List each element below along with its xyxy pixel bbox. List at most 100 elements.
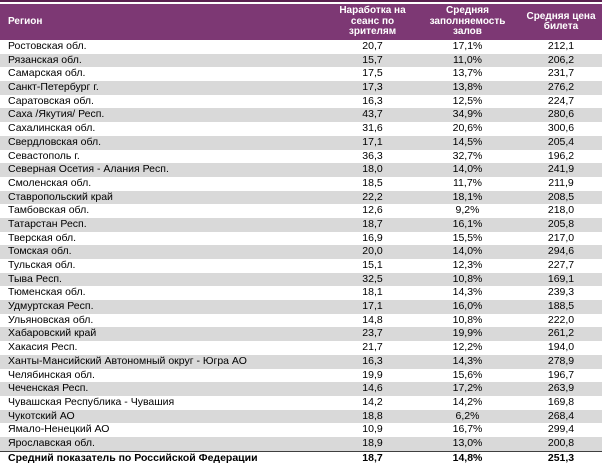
value-cell: 17,2% — [452, 382, 483, 395]
value-cell: 20,6% — [452, 122, 483, 135]
value-cell: 18,1% — [452, 190, 483, 203]
value-cell: 15,5% — [452, 231, 483, 244]
region-cell: Смоленская обл. — [8, 176, 92, 189]
value-cell: 211,9 — [548, 176, 574, 189]
value-cell: 196,7 — [547, 368, 575, 381]
value-cell: 19,9% — [452, 327, 483, 340]
region-cell: Северная Осетия - Алания Респ. — [8, 163, 169, 176]
value-cell: 36,3 — [362, 149, 383, 162]
value-cell: 10,8% — [452, 313, 483, 326]
value-cell: 10,9 — [362, 423, 383, 436]
value-cell: 18,5 — [362, 176, 383, 189]
value-cell: 14,5% — [452, 135, 483, 148]
value-cell: 300,6 — [547, 122, 575, 135]
region-cell: Ульяновская обл. — [8, 313, 94, 326]
table-row: Хакасия Респ. 21,7 12,2% 194,0 — [0, 341, 602, 355]
value-cell: 16,0% — [452, 300, 483, 313]
column-header-viewers-per-session: Наработка на сеанс по зрителям — [339, 5, 406, 38]
value-cell: 241,9 — [547, 163, 575, 176]
value-cell: 32,7% — [452, 149, 483, 162]
table-row: Татарстан Респ. 18,7 16,1% 205,8 — [0, 217, 602, 232]
value-cell: 194,0 — [547, 341, 575, 354]
value-cell: 18,0 — [362, 163, 383, 176]
value-cell: 17,1 — [362, 300, 383, 313]
value-cell: 188,5 — [547, 300, 575, 313]
value-cell: 12,6 — [362, 204, 383, 217]
value-cell: 10,8% — [452, 272, 483, 285]
region-cell: Удмуртская Респ. — [8, 300, 94, 313]
value-cell: 169,8 — [547, 395, 575, 408]
region-cell: Хабаровский край — [8, 327, 97, 340]
table-row: Ямало-Ненецкий АО 10,9 16,7% 299,4 — [0, 423, 602, 437]
region-cell: Ярославская обл. — [8, 436, 95, 449]
table-body: Ростовская обл. 20,7 17,1% 212,1 Рязанская о… — [0, 40, 602, 451]
table-row: Саратовская обл. 16,3 12,5% 224,7 — [0, 95, 602, 109]
value-cell: 32,5 — [362, 272, 383, 285]
summary-average-ticket-price: 251,3 — [547, 451, 575, 464]
region-cell: Чеченская Респ. — [8, 382, 89, 395]
value-cell: 22,2 — [362, 190, 383, 203]
value-cell: 18,8 — [362, 409, 383, 422]
table-row: Чувашская Республика - Чувашия 14,2 14,2% 1… — [0, 396, 602, 410]
table-row: Санкт-Петербург г. 17,3 13,8% 276,2 — [0, 81, 602, 95]
region-cell: Рязанская обл. — [8, 53, 82, 66]
value-cell: 268,4 — [547, 409, 575, 422]
value-cell: 200,8 — [547, 436, 575, 449]
value-cell: 13,8% — [452, 81, 483, 94]
table-row: Тверская обл. 16,9 15,5% 217,0 — [0, 232, 602, 246]
value-cell: 196,2 — [547, 149, 575, 162]
value-cell: 276,2 — [547, 81, 575, 94]
value-cell: 11,7% — [453, 176, 482, 189]
region-cell: Ставропольский край — [8, 190, 113, 203]
value-cell: 11,0% — [453, 53, 482, 66]
value-cell: 18,1 — [362, 286, 383, 299]
value-cell: 294,6 — [547, 245, 575, 258]
value-cell: 212,1 — [547, 40, 575, 52]
value-cell: 14,0% — [452, 245, 483, 258]
value-cell: 227,7 — [547, 259, 575, 271]
region-cell: Чувашская Республика - Чувашия — [8, 395, 175, 408]
region-cell: Ростовская обл. — [8, 40, 87, 52]
value-cell: 278,9 — [547, 354, 575, 367]
table-row: Тульская обл. 15,1 12,3% 227,7 — [0, 259, 602, 273]
value-cell: 14,3% — [452, 354, 483, 367]
value-cell: 231,7 — [547, 67, 575, 80]
summary-row: Средний показатель по Российской Федерац… — [0, 450, 602, 465]
value-cell: 13,0% — [452, 436, 483, 449]
value-cell: 14,3% — [452, 286, 483, 299]
region-cell: Свердловская обл. — [8, 135, 102, 148]
region-cell: Сахалинская обл. — [8, 122, 96, 135]
value-cell: 18,9 — [362, 436, 383, 449]
table-row: Ярославская обл. 18,9 13,0% 200,8 — [0, 436, 602, 451]
table-row: Тыва Респ. 32,5 10,8% 169,1 — [0, 272, 602, 287]
table-row: Чукотский АО 18,8 6,2% 268,4 — [0, 409, 602, 424]
table-row: Тюменская обл. 18,1 14,3% 239,3 — [0, 286, 602, 300]
value-cell: 16,3 — [362, 354, 383, 367]
region-cell: Саратовская обл. — [8, 94, 94, 107]
region-cell: Томская обл. — [8, 245, 72, 258]
region-cell: Самарская обл. — [8, 67, 86, 80]
value-cell: 14,2 — [362, 395, 383, 408]
table-row: Ставропольский край 22,2 18,1% 208,5 — [0, 190, 602, 205]
value-cell: 205,8 — [547, 217, 575, 230]
value-cell: 13,7% — [452, 67, 483, 80]
region-cell: Тульская обл. — [8, 259, 76, 271]
value-cell: 222,0 — [547, 313, 575, 326]
value-cell: 299,4 — [547, 423, 575, 436]
summary-average-hall-occupancy: 14,8% — [452, 451, 483, 464]
value-cell: 43,7 — [362, 108, 383, 121]
value-cell: 23,7 — [362, 327, 383, 340]
region-cell: Тверская обл. — [8, 231, 77, 244]
column-header-region: Регион — [8, 15, 43, 27]
value-cell: 15,6% — [452, 368, 483, 381]
value-cell: 263,9 — [547, 382, 575, 395]
value-cell: 239,3 — [547, 286, 575, 299]
table-top-accent-line — [0, 0, 602, 2]
region-cell: Ханты-Мансийский Автономный округ - Югра… — [8, 354, 247, 367]
table-row: Северная Осетия - Алания Респ. 18,0 14,0% 2… — [0, 163, 602, 177]
summary-viewers-per-session: 18,7 — [362, 451, 383, 464]
table-row: Ростовская обл. 20,7 17,1% 212,1 — [0, 40, 602, 54]
table-header-row: Регион Наработка на сеанс по зрителям Ср… — [0, 4, 602, 40]
value-cell: 21,7 — [362, 341, 383, 354]
